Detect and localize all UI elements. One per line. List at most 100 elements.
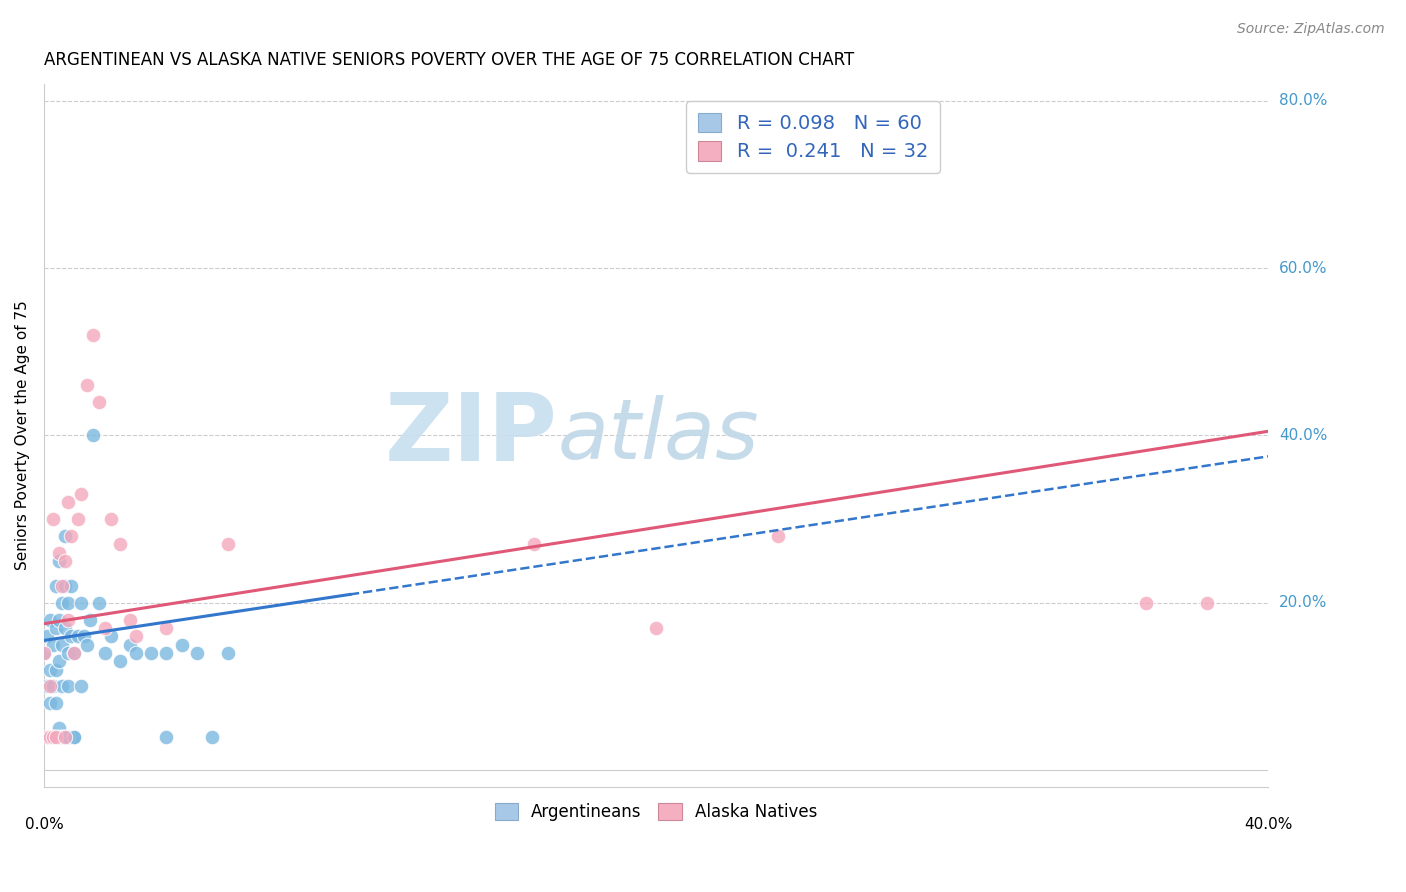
- Point: [217, 537, 239, 551]
- Point: [42, 730, 65, 744]
- Point: [155, 730, 177, 744]
- Point: [53, 554, 76, 568]
- Text: 20.0%: 20.0%: [1279, 595, 1327, 610]
- Point: [125, 629, 148, 643]
- Point: [45, 579, 67, 593]
- Point: [63, 730, 86, 744]
- Point: [125, 646, 148, 660]
- Point: [63, 646, 86, 660]
- Point: [155, 621, 177, 635]
- Point: [76, 378, 98, 392]
- Point: [48, 613, 70, 627]
- Point: [94, 621, 117, 635]
- Point: [42, 512, 65, 526]
- Point: [69, 680, 91, 694]
- Point: [35, 730, 58, 744]
- Point: [32, 646, 55, 660]
- Point: [35, 629, 58, 643]
- Point: [118, 638, 141, 652]
- Point: [523, 537, 546, 551]
- Point: [1195, 596, 1218, 610]
- Point: [58, 730, 80, 744]
- Point: [76, 638, 98, 652]
- Point: [45, 696, 67, 710]
- Point: [51, 680, 73, 694]
- Point: [87, 395, 110, 409]
- Point: [48, 554, 70, 568]
- Text: 0.0%: 0.0%: [24, 817, 63, 832]
- Point: [51, 730, 73, 744]
- Point: [60, 629, 83, 643]
- Point: [51, 638, 73, 652]
- Text: ZIP: ZIP: [385, 390, 558, 482]
- Point: [63, 730, 86, 744]
- Point: [45, 730, 67, 744]
- Point: [51, 596, 73, 610]
- Text: atlas: atlas: [558, 395, 759, 476]
- Text: 40.0%: 40.0%: [1244, 817, 1292, 832]
- Point: [82, 328, 104, 343]
- Point: [42, 680, 65, 694]
- Point: [48, 654, 70, 668]
- Point: [53, 529, 76, 543]
- Point: [79, 613, 101, 627]
- Text: 60.0%: 60.0%: [1279, 260, 1327, 276]
- Point: [186, 646, 208, 660]
- Point: [53, 621, 76, 635]
- Point: [53, 579, 76, 593]
- Point: [39, 663, 62, 677]
- Point: [32, 646, 55, 660]
- Point: [45, 730, 67, 744]
- Point: [58, 680, 80, 694]
- Point: [63, 646, 86, 660]
- Text: 80.0%: 80.0%: [1279, 94, 1327, 108]
- Point: [60, 529, 83, 543]
- Text: Source: ZipAtlas.com: Source: ZipAtlas.com: [1237, 22, 1385, 37]
- Point: [170, 638, 193, 652]
- Point: [58, 613, 80, 627]
- Point: [73, 629, 96, 643]
- Y-axis label: Seniors Poverty Over the Age of 75: Seniors Poverty Over the Age of 75: [15, 301, 30, 570]
- Point: [45, 621, 67, 635]
- Point: [39, 730, 62, 744]
- Point: [42, 730, 65, 744]
- Point: [51, 730, 73, 744]
- Point: [217, 646, 239, 660]
- Point: [100, 512, 122, 526]
- Point: [155, 646, 177, 660]
- Point: [69, 487, 91, 501]
- Point: [45, 663, 67, 677]
- Point: [53, 730, 76, 744]
- Point: [118, 613, 141, 627]
- Point: [201, 730, 224, 744]
- Point: [100, 629, 122, 643]
- Point: [139, 646, 162, 660]
- Point: [53, 730, 76, 744]
- Point: [69, 596, 91, 610]
- Point: [66, 512, 89, 526]
- Point: [42, 638, 65, 652]
- Point: [48, 546, 70, 560]
- Point: [39, 680, 62, 694]
- Point: [39, 613, 62, 627]
- Text: 40.0%: 40.0%: [1279, 428, 1327, 443]
- Point: [1135, 596, 1157, 610]
- Legend: Argentineans, Alaska Natives: Argentineans, Alaska Natives: [488, 797, 824, 828]
- Point: [645, 621, 668, 635]
- Point: [768, 529, 790, 543]
- Point: [58, 596, 80, 610]
- Point: [58, 495, 80, 509]
- Point: [48, 730, 70, 744]
- Point: [60, 730, 83, 744]
- Point: [94, 646, 117, 660]
- Point: [110, 654, 132, 668]
- Point: [42, 730, 65, 744]
- Point: [39, 730, 62, 744]
- Point: [48, 721, 70, 735]
- Point: [87, 596, 110, 610]
- Point: [51, 579, 73, 593]
- Point: [66, 629, 89, 643]
- Point: [60, 579, 83, 593]
- Point: [58, 646, 80, 660]
- Point: [39, 696, 62, 710]
